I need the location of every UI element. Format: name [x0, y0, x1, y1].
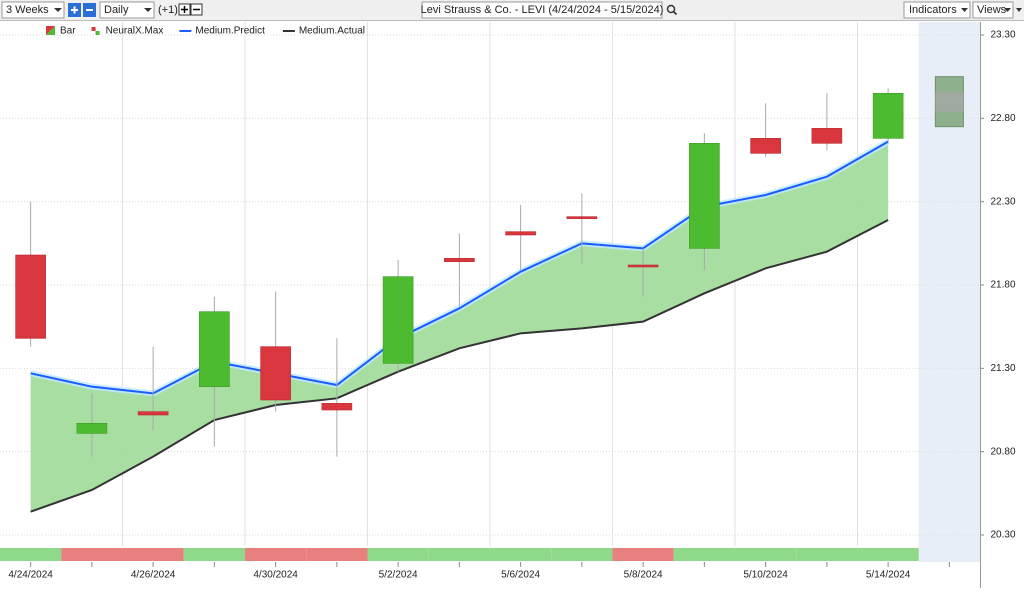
y-tick-label: 21.30 — [990, 363, 1015, 374]
x-tick-label: 5/14/2024 — [866, 570, 911, 581]
plus-icon — [181, 6, 188, 13]
candle-body — [382, 276, 414, 364]
y-tick-label: 20.80 — [990, 446, 1015, 457]
symbol-title: Levi Strauss & Co. - LEVI (4/24/2024 - 5… — [421, 4, 664, 16]
dropdown-arrow — [1004, 8, 1011, 12]
candle-body — [811, 128, 843, 144]
signal-cell — [490, 548, 552, 561]
signal-cell — [796, 548, 858, 561]
signal-cell — [61, 548, 123, 561]
menu-arrow[interactable] — [1016, 8, 1022, 12]
candle-body — [321, 403, 353, 411]
signal-cell — [857, 548, 919, 561]
signal-cell — [673, 548, 735, 561]
candle-body — [566, 216, 598, 219]
y-tick-label: 20.30 — [990, 530, 1015, 541]
dropdown-arrow — [961, 8, 968, 12]
candle-body — [260, 346, 291, 401]
y-tick-label: 23.30 — [990, 30, 1015, 41]
candle-body — [627, 264, 659, 268]
views-button[interactable] — [972, 1, 1014, 19]
signal-cell — [735, 548, 797, 561]
signal-cell — [183, 548, 245, 561]
dropdown-arrow — [144, 8, 152, 12]
candle-body — [76, 423, 108, 434]
series-line — [30, 140, 889, 395]
x-tick-label: 4/26/2024 — [131, 570, 176, 581]
signal-cell — [0, 548, 62, 561]
candle-body — [15, 254, 46, 339]
x-tick-label: 5/6/2024 — [501, 570, 540, 581]
candle-body — [689, 143, 720, 249]
series-line — [30, 219, 889, 513]
signal-cell — [122, 548, 184, 561]
legend-label: Medium.Actual — [299, 26, 365, 37]
signal-cell — [245, 548, 307, 561]
spread-area — [30, 141, 889, 512]
signal-cell — [367, 548, 429, 561]
range-select[interactable] — [1, 1, 65, 19]
legend-icon — [91, 27, 96, 31]
x-tick-label: 5/8/2024 — [624, 570, 663, 581]
x-tick-label: 4/30/2024 — [253, 570, 298, 581]
legend-label: Bar — [60, 26, 76, 37]
x-tick-label: 5/2/2024 — [379, 570, 418, 581]
legend-label: Medium.Predict — [195, 26, 265, 37]
x-tick-label: 4/24/2024 — [8, 570, 53, 581]
interval-text: Daily — [104, 4, 129, 16]
indicators-text: Indicators — [909, 4, 957, 16]
legend-icon — [95, 31, 100, 35]
candle-body — [872, 93, 904, 139]
interval-select[interactable] — [99, 1, 155, 19]
candle-body — [505, 231, 536, 236]
candle-body — [137, 411, 169, 416]
search-icon[interactable] — [666, 4, 676, 14]
y-tick-label: 21.80 — [990, 280, 1015, 291]
dropdown-arrow — [54, 8, 62, 12]
legend-icon — [46, 26, 55, 35]
signal-cell — [306, 548, 368, 561]
signal-cell — [551, 548, 613, 561]
search-handle — [672, 10, 678, 16]
symbol-box[interactable] — [421, 1, 663, 19]
y-tick-label: 22.80 — [990, 113, 1015, 124]
x-tick-label: 5/10/2024 — [743, 570, 788, 581]
legend-label: NeuralX.Max — [106, 26, 164, 37]
range-text: 3 Weeks — [6, 4, 49, 16]
plus-icon — [71, 6, 78, 14]
signal-cell — [612, 548, 674, 561]
views-text: Views — [977, 4, 1007, 16]
candle-body — [199, 311, 230, 387]
signal-cell — [428, 548, 490, 561]
offset-text: (+1) — [158, 4, 178, 16]
forecast-core — [935, 91, 964, 112]
candle-body — [750, 138, 781, 154]
candle-body — [444, 258, 475, 262]
indicators-button[interactable] — [903, 1, 971, 19]
y-tick-label: 22.30 — [990, 196, 1015, 207]
